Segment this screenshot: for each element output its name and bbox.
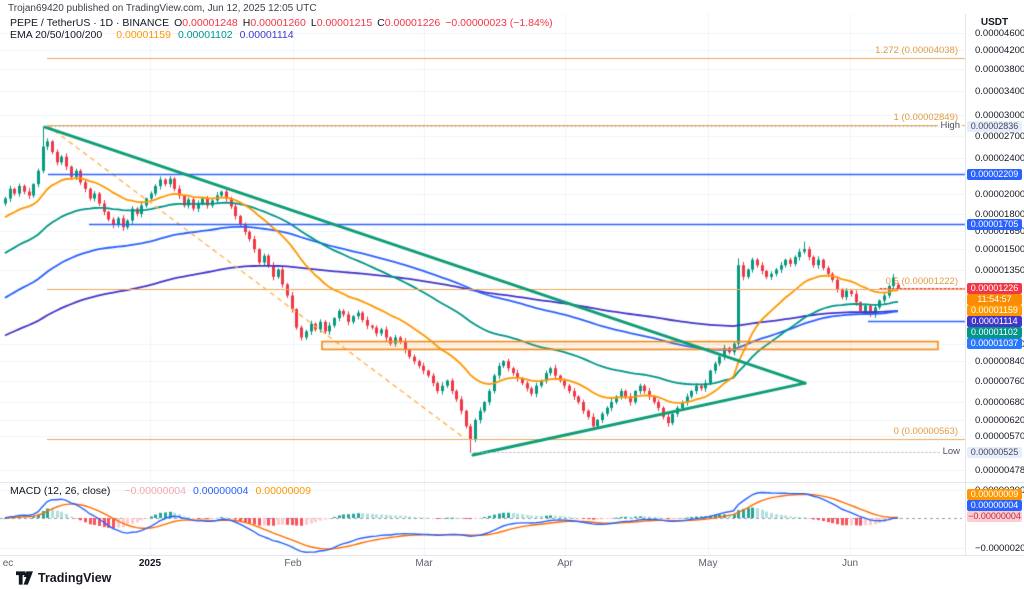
price-badge: 0.00002836	[967, 120, 1022, 132]
ema-value: 0.00001114	[239, 29, 294, 41]
time-axis-label: ec	[2, 558, 14, 569]
price-tick: 0.00000478	[975, 465, 1024, 477]
ohlc-label: L	[310, 17, 317, 29]
time-axis-label: Feb	[284, 558, 302, 569]
price-tick: 0.00000840	[975, 356, 1024, 368]
ema-legend-title: EMA 20/50/100/200	[10, 29, 103, 41]
fib-level-label: 1.272 (0.00004038)	[875, 44, 958, 56]
price-badge: 0.00001102	[967, 326, 1022, 338]
symbol-title: PEPE / TetherUS · 1D · BINANCE	[10, 17, 170, 29]
price-axis-currency: USDT	[980, 17, 1009, 28]
macd-value: 0.00000004	[192, 485, 249, 497]
ema-value: 0.00001102	[177, 29, 233, 41]
price-tick: 0.00003000	[975, 110, 1024, 122]
macd-legend-values: −0.00000004 0.00000004 0.00000009	[117, 485, 311, 497]
price-tick: 0.00001650	[975, 225, 1024, 237]
published-watermark: Trojan69420 published on TradingView.com…	[8, 3, 317, 14]
price-tick: 0.00004600	[975, 27, 1024, 39]
price-tick: 0.00002000	[975, 188, 1024, 200]
macd-legend-title: MACD (12, 26, close)	[10, 485, 111, 497]
price-badge: 0.00001705	[967, 218, 1022, 230]
price-tick: 0.00001800	[975, 208, 1024, 220]
ohlc-value: −0.00000023 (−1.84%)	[445, 17, 553, 29]
fib-level-label: 1 (0.00002849)	[893, 112, 958, 124]
ohlc-label: H	[242, 17, 251, 29]
tradingview-logo-icon	[16, 571, 33, 585]
price-badge: 0.00001037	[967, 337, 1022, 349]
macd-value: −0.00000004	[124, 485, 186, 497]
time-axis-label: May	[698, 558, 718, 569]
ohlc-value: 0.00001226	[384, 17, 441, 29]
price-tick: 0.00000620	[975, 414, 1024, 426]
price-badge: 0.00002209	[967, 168, 1022, 180]
price-tick: 0.00004200	[975, 45, 1024, 57]
price-axis-separator[interactable]	[965, 14, 966, 555]
macd-badge: 0.00000004	[967, 500, 1022, 511]
ema-legend[interactable]: EMA 20/50/100/200 0.00001159 0.00001102 0.0…	[10, 29, 294, 41]
price-tick: 0.00001350	[975, 264, 1024, 276]
price-tick: 0.00000760	[975, 375, 1024, 387]
price-badge: 0.00001226	[967, 282, 1022, 294]
low-marker-label: Low	[940, 446, 962, 458]
ohlc-label: O	[174, 17, 183, 29]
symbol-legend[interactable]: PEPE / TetherUS · 1D · BINANCE O0.0000124…	[10, 17, 553, 29]
price-badge: 11:54:57	[967, 293, 1022, 305]
macd-tick: −0.00000200	[975, 543, 1024, 554]
pane-separator[interactable]	[0, 482, 1024, 483]
macd-badge: −0.00000004	[967, 511, 1022, 522]
price-badge: 0.00000525	[967, 446, 1022, 458]
ohlc-values: O0.00001248 H0.00001260 L0.00001215 C0.0000…	[169, 17, 553, 29]
time-axis-label: Mar	[415, 558, 433, 569]
tradingview-logo[interactable]: TradingView	[16, 571, 111, 585]
macd-legend[interactable]: MACD (12, 26, close) −0.00000004 0.0000000…	[10, 485, 311, 497]
tradingview-logo-text: TradingView	[38, 571, 112, 585]
ohlc-value: 0.00001215	[316, 17, 373, 29]
price-tick: 0.00002700	[975, 130, 1024, 142]
ema-legend-values: 0.00001159 0.00001102 0.00001114	[109, 29, 293, 41]
ema-value: 0.00001159	[116, 29, 171, 41]
time-axis[interactable]	[0, 555, 1024, 570]
high-marker-label: High	[938, 120, 962, 132]
ohlc-value: 0.00001260	[250, 17, 306, 29]
price-tick: 0.00001500	[975, 244, 1024, 256]
price-badge: 0.00001114	[967, 315, 1022, 327]
fib-level-label: 0.5 (0.00001222)	[885, 275, 958, 287]
time-axis-label: Apr	[557, 558, 573, 569]
price-tick: 0.00003400	[975, 85, 1024, 97]
price-tick: 0.00002400	[975, 153, 1024, 165]
time-axis-label: 2025	[138, 558, 162, 569]
price-badge: 0.00001159	[967, 304, 1022, 316]
time-axis-separator	[0, 555, 1024, 556]
macd-badge: 0.00000009	[967, 489, 1022, 500]
time-axis-label: Jun	[841, 558, 859, 569]
price-tick: 0.00000570	[975, 431, 1024, 443]
price-tick: 0.00003800	[975, 64, 1024, 76]
ohlc-label: C	[377, 17, 385, 29]
ohlc-value: 0.00001248	[182, 17, 238, 29]
macd-value: 0.00000009	[255, 485, 311, 497]
price-tick: 0.00000680	[975, 397, 1024, 409]
fib-level-label: 0 (0.00000563)	[893, 425, 958, 437]
